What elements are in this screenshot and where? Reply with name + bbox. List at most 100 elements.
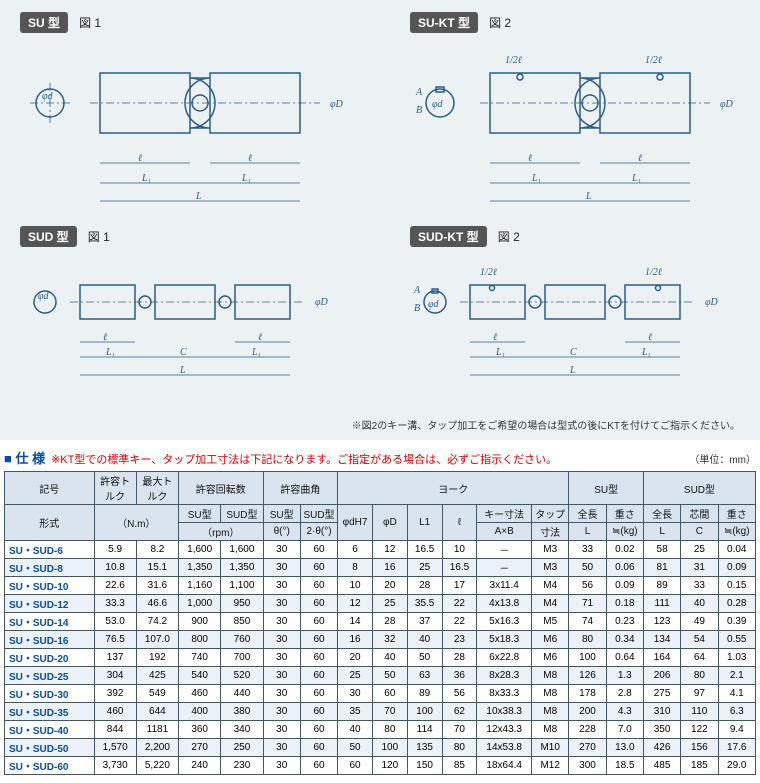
svg-text:B: B <box>416 105 422 116</box>
cell: 60 <box>338 757 373 775</box>
cell: 80 <box>372 721 407 739</box>
cell: 50 <box>372 667 407 685</box>
cell: 20 <box>372 577 407 595</box>
cell: 12x43.3 <box>477 721 532 739</box>
cell: 10 <box>442 541 477 559</box>
cell: 4.1 <box>718 685 755 703</box>
cell: 16.5 <box>442 559 477 577</box>
h-torque-allow: 許容トルク <box>94 472 136 505</box>
cell: 0.64 <box>606 649 643 667</box>
cell: 32 <box>372 631 407 649</box>
h-ang-su: SU型 <box>263 505 300 523</box>
cell: 16 <box>338 631 373 649</box>
diagram-panel: SU 型 図 1 φd φD ℓ ℓ L₁ L₁ L SU-KT 型 <box>0 0 760 440</box>
cell: 380 <box>221 703 263 721</box>
spec-title: ■ 仕 様 <box>4 448 45 467</box>
cell: 3x11.4 <box>477 577 532 595</box>
svg-text:L₁: L₁ <box>105 347 115 358</box>
table-row: SU・SUD-1453.074.29008503060142837225x16.… <box>5 613 756 631</box>
cell: 30 <box>263 739 300 757</box>
svg-text:ℓ: ℓ <box>258 332 262 343</box>
cell: 0.04 <box>718 541 755 559</box>
h-rpm-sud: SUD型 <box>221 505 263 523</box>
cell: 13.0 <box>606 739 643 757</box>
h-su-w: 重さ <box>606 505 643 523</box>
cell: 3,730 <box>94 757 136 775</box>
cell: 122 <box>681 721 718 739</box>
cell: 25 <box>681 541 718 559</box>
cell: 30 <box>263 685 300 703</box>
cell: 20 <box>338 649 373 667</box>
cell: 5,220 <box>136 757 178 775</box>
cell: 15.1 <box>136 559 178 577</box>
h-ang-sud: SUD型 <box>300 505 337 523</box>
cell: 28 <box>407 577 442 595</box>
table-row: SU・SUD-810.815.11,3501,35030608162516.5－… <box>5 559 756 577</box>
svg-text:1/2ℓ: 1/2ℓ <box>645 267 662 278</box>
h-AxB: A×B <box>477 523 532 541</box>
row-model: SU・SUD-20 <box>5 649 95 667</box>
cell: M10 <box>532 739 569 757</box>
cell: 30 <box>263 559 300 577</box>
cell: 33.3 <box>94 595 136 613</box>
cell: 0.34 <box>606 631 643 649</box>
h-theta2: 2·θ(°) <box>300 523 337 541</box>
h-yoke-group: ヨーク <box>338 472 569 505</box>
cell: 520 <box>221 667 263 685</box>
cell: 31 <box>681 559 718 577</box>
cell: 400 <box>179 703 221 721</box>
svg-text:L₁: L₁ <box>641 347 651 358</box>
cell: 1,600 <box>221 541 263 559</box>
cell: 540 <box>179 667 221 685</box>
h-rpm-su: SU型 <box>179 505 221 523</box>
table-row: SU・SUD-35460644400380306035701006210x38.… <box>5 703 756 721</box>
cell: 16.5 <box>407 541 442 559</box>
cell: 8.2 <box>136 541 178 559</box>
h-bend-group: 許容曲角 <box>263 472 338 505</box>
h-tapdim: 寸法 <box>532 523 569 541</box>
svg-text:φD: φD <box>705 297 719 308</box>
svg-text:φD: φD <box>720 99 734 110</box>
cell: 60 <box>372 685 407 703</box>
badge-su: SU 型 <box>20 12 68 33</box>
cell: 49 <box>681 613 718 631</box>
cell: 270 <box>569 739 606 757</box>
cell: 460 <box>94 703 136 721</box>
svg-text:A: A <box>413 285 421 296</box>
spec-warning: ※KT型での標準キー、タップ加工寸法は下記になります。ご指定がある場合は、必ずご… <box>51 451 557 467</box>
cell: 17 <box>442 577 477 595</box>
cell: 250 <box>221 739 263 757</box>
cell: 25 <box>372 595 407 613</box>
h-tap: タップ <box>532 505 569 523</box>
svg-text:φd: φd <box>432 99 444 110</box>
cell: 850 <box>221 613 263 631</box>
cell: 310 <box>643 703 680 721</box>
cell: 50 <box>407 649 442 667</box>
h-sud-C: C <box>681 523 718 541</box>
cell: 74.2 <box>136 613 178 631</box>
cell: 185 <box>681 757 718 775</box>
h-sud-w: 重さ <box>718 505 755 523</box>
cell: 200 <box>569 703 606 721</box>
cell: 30 <box>263 721 300 739</box>
row-model: SU・SUD-30 <box>5 685 95 703</box>
table-row: SU・SUD-1676.5107.08007603060163240235x18… <box>5 631 756 649</box>
cell: 35 <box>338 703 373 721</box>
diagram-sudkt: SUD-KT 型 図 2 φd AB 1/2ℓ1/2ℓ φD ℓ ℓ L₁ C … <box>410 226 740 390</box>
svg-text:L₁: L₁ <box>241 173 251 184</box>
svg-text:ℓ: ℓ <box>528 153 532 164</box>
svg-text:φD: φD <box>315 297 329 308</box>
cell: － <box>477 541 532 559</box>
svg-text:L: L <box>179 365 186 376</box>
h-su-L: L <box>569 523 606 541</box>
cell: 107.0 <box>136 631 178 649</box>
cell: 60 <box>300 721 337 739</box>
cell: 240 <box>179 757 221 775</box>
cell: 1,000 <box>179 595 221 613</box>
cell: 1,570 <box>94 739 136 757</box>
cell: M3 <box>532 559 569 577</box>
cell: 8x33.3 <box>477 685 532 703</box>
figlabel-su: 図 1 <box>79 16 101 30</box>
cell: 4.3 <box>606 703 643 721</box>
svg-text:1/2ℓ: 1/2ℓ <box>505 55 522 66</box>
